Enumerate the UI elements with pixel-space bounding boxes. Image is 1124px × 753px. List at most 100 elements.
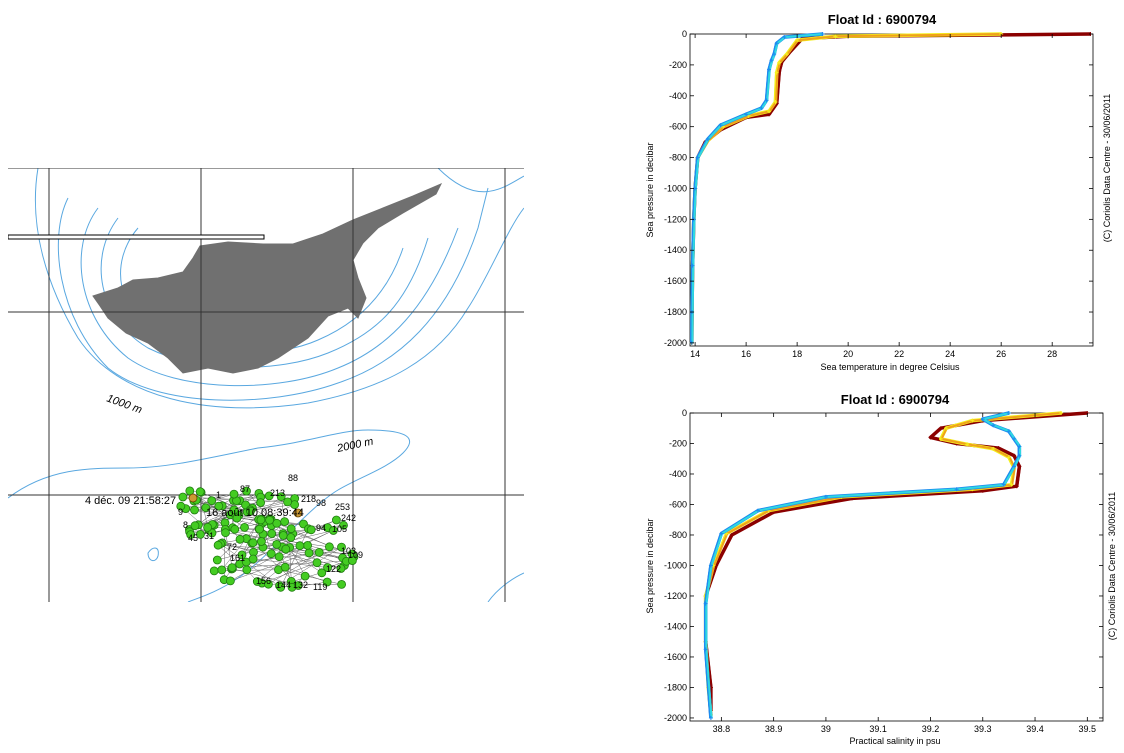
x-tick-label: 38.8 xyxy=(713,724,731,734)
y-tick-label: -200 xyxy=(669,438,687,448)
profile-marker xyxy=(208,497,216,505)
profile-number: 8 xyxy=(183,520,188,530)
y-tick-label: -1600 xyxy=(664,652,687,662)
profile-marker xyxy=(281,563,289,571)
profile-marker xyxy=(218,566,226,574)
profile-number: 218 xyxy=(301,494,316,504)
profile-number: 1 xyxy=(216,490,221,500)
y-tick-label: -800 xyxy=(669,530,687,540)
plot-frame xyxy=(690,413,1103,721)
profile-marker xyxy=(273,519,281,527)
x-tick-label: 39.2 xyxy=(922,724,940,734)
profile-marker xyxy=(267,550,275,558)
salinity-chart-canvas: Float Id : 6900794 0-200-400-600-800-100… xyxy=(640,388,1124,748)
chart-title: Float Id : 6900794 xyxy=(828,12,937,27)
profile-number: 242 xyxy=(341,513,356,523)
profile-number: 122 xyxy=(326,564,341,574)
profile-marker xyxy=(313,559,321,567)
profile-number: 119 xyxy=(313,582,327,592)
y-tick-label: -1800 xyxy=(664,682,687,692)
y-tick-label: -600 xyxy=(669,499,687,509)
profile-marker xyxy=(236,535,244,543)
profile-marker xyxy=(228,564,236,572)
y-tick-label: -600 xyxy=(669,122,687,132)
contour-line xyxy=(438,168,524,192)
profile-marker xyxy=(214,541,222,549)
profile-marker xyxy=(191,506,199,514)
x-tick-label: 14 xyxy=(690,349,700,359)
x-tick-label: 39.3 xyxy=(974,724,992,734)
x-tick-label: 22 xyxy=(894,349,904,359)
start-marker xyxy=(189,494,197,502)
profile-marker xyxy=(279,532,287,540)
profile-number: 88 xyxy=(288,473,298,483)
profile-number: 31 xyxy=(204,531,214,541)
scale-bar xyxy=(8,235,264,239)
profile-marker xyxy=(332,516,340,524)
profile-number: 109 xyxy=(348,550,363,560)
y-tick-label: -1200 xyxy=(664,214,687,224)
temperature-chart-canvas: Float Id : 6900794 0 -200 -400 -600 -800 -100… xyxy=(640,8,1124,378)
profile-marker xyxy=(296,542,304,550)
x-axis-label: Sea temperature in degree Celsius xyxy=(820,362,960,372)
profile-marker xyxy=(243,566,251,574)
contour-label-1000: 1000 m xyxy=(105,393,144,417)
profile-marker xyxy=(275,553,283,561)
profile-marker xyxy=(325,543,333,551)
end-date-label: 16 août 10 08:39:44 xyxy=(206,507,304,519)
salinity-profile-chart: Float Id : 6900794 0-200-400-600-800-100… xyxy=(640,388,1124,748)
profile-number: 105 xyxy=(332,524,347,534)
x-tick-label: 18 xyxy=(792,349,802,359)
x-tick-label: 16 xyxy=(741,349,751,359)
profile-marker xyxy=(241,523,249,531)
y-tick-label: -1400 xyxy=(664,245,687,255)
profile-number: 45 xyxy=(188,533,198,543)
profile-marker xyxy=(257,499,265,507)
y-axis-label: Sea pressure in decibar xyxy=(645,518,655,613)
contour-line xyxy=(488,573,524,602)
y-tick-label: -1000 xyxy=(664,560,687,570)
profile-marker xyxy=(222,529,230,537)
profile-number: 94 xyxy=(316,523,326,533)
y-axis-label: Sea pressure in decibar xyxy=(645,142,655,237)
chart-title: Float Id : 6900794 xyxy=(841,392,950,407)
profile-marker xyxy=(179,493,187,501)
y-tick-label: -800 xyxy=(669,153,687,163)
profile-marker xyxy=(230,490,238,498)
profile-marker xyxy=(213,556,221,564)
y-tick-label: -1800 xyxy=(664,307,687,317)
profile-number: 144 xyxy=(276,580,291,590)
profile-number: 72 xyxy=(227,542,237,552)
profile-marker xyxy=(196,488,204,496)
contour-label-2000: 2000 m xyxy=(335,436,374,456)
profile-number: 253 xyxy=(335,502,350,512)
profile-marker xyxy=(338,580,346,588)
profile-number: 156 xyxy=(256,576,271,586)
profile-marker xyxy=(273,540,281,548)
x-tick-label: 39 xyxy=(821,724,831,734)
profile-marker xyxy=(301,572,309,580)
y-tick-label: -1000 xyxy=(664,183,687,193)
profile-number: 132 xyxy=(293,580,308,590)
y-tick-label: -400 xyxy=(669,469,687,479)
temperature-profile-chart: Float Id : 6900794 0 -200 -400 -600 -800 -100… xyxy=(640,8,1124,378)
x-tick-label: 26 xyxy=(996,349,1006,359)
profile-marker xyxy=(307,526,315,534)
profile-marker xyxy=(305,549,313,557)
profile-marker xyxy=(249,555,257,563)
y-tick-label: 0 xyxy=(682,29,687,39)
y-tick-label: -1400 xyxy=(664,621,687,631)
x-tick-label: 24 xyxy=(945,349,955,359)
y-tick-label: -2000 xyxy=(664,713,687,723)
profile-number: 98 xyxy=(316,498,326,508)
profile-marker xyxy=(287,534,295,542)
profile-marker xyxy=(191,522,199,530)
profile-marker xyxy=(256,525,264,533)
plot-frame xyxy=(690,34,1093,346)
y-tick-label: -400 xyxy=(669,91,687,101)
y-tick-label: -200 xyxy=(669,60,687,70)
profile-marker xyxy=(249,539,257,547)
credit-label: (C) Coriolis Data Centre - 30/06/2011 xyxy=(1107,492,1117,640)
profile-marker xyxy=(315,548,323,556)
